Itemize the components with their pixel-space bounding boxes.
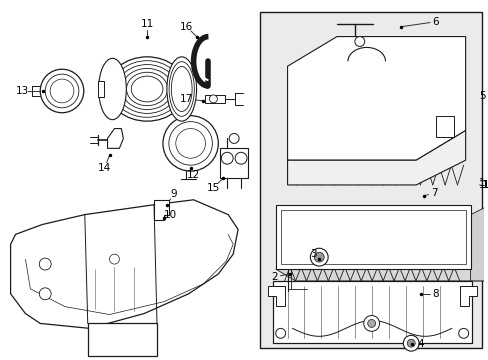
Polygon shape bbox=[220, 148, 247, 178]
Circle shape bbox=[109, 254, 119, 264]
Circle shape bbox=[407, 339, 414, 347]
Bar bbox=[275, 205, 469, 269]
Polygon shape bbox=[287, 131, 465, 185]
Polygon shape bbox=[11, 200, 238, 328]
Text: 17: 17 bbox=[180, 94, 193, 104]
Circle shape bbox=[363, 315, 379, 331]
Text: 8: 8 bbox=[432, 289, 438, 299]
Polygon shape bbox=[469, 205, 488, 281]
Text: 1: 1 bbox=[479, 180, 487, 190]
Text: 1: 1 bbox=[482, 180, 488, 190]
Text: 7: 7 bbox=[430, 188, 436, 198]
Circle shape bbox=[39, 288, 51, 300]
Bar bbox=[280, 210, 465, 264]
Circle shape bbox=[354, 37, 364, 46]
Text: 14: 14 bbox=[98, 163, 111, 173]
Circle shape bbox=[229, 134, 239, 143]
Circle shape bbox=[209, 95, 217, 103]
Text: 10: 10 bbox=[164, 210, 177, 220]
Bar bbox=[435, 116, 453, 138]
Circle shape bbox=[40, 69, 83, 113]
Polygon shape bbox=[205, 95, 225, 103]
Text: 2: 2 bbox=[271, 272, 278, 282]
Text: 5: 5 bbox=[478, 91, 485, 101]
Text: 1: 1 bbox=[478, 178, 485, 188]
Polygon shape bbox=[275, 269, 488, 281]
Polygon shape bbox=[267, 286, 284, 306]
Circle shape bbox=[314, 252, 324, 262]
Circle shape bbox=[39, 258, 51, 270]
Polygon shape bbox=[98, 81, 103, 97]
Text: 16: 16 bbox=[180, 22, 193, 32]
Text: 11: 11 bbox=[140, 19, 153, 29]
Circle shape bbox=[163, 116, 218, 171]
Text: 3: 3 bbox=[309, 249, 316, 259]
Circle shape bbox=[458, 328, 468, 338]
Text: 4: 4 bbox=[417, 339, 424, 349]
Bar bbox=[87, 323, 157, 356]
Circle shape bbox=[235, 152, 246, 164]
Circle shape bbox=[367, 319, 375, 327]
Text: 9: 9 bbox=[170, 189, 177, 199]
Ellipse shape bbox=[99, 58, 126, 120]
Circle shape bbox=[403, 335, 418, 351]
Text: 6: 6 bbox=[432, 17, 438, 27]
Text: 12: 12 bbox=[186, 170, 200, 180]
Text: 1: 1 bbox=[478, 180, 485, 190]
Ellipse shape bbox=[166, 57, 196, 121]
Polygon shape bbox=[459, 286, 475, 306]
Circle shape bbox=[310, 248, 327, 266]
Circle shape bbox=[275, 328, 285, 338]
Polygon shape bbox=[287, 37, 465, 160]
Bar bbox=[259, 12, 482, 348]
Circle shape bbox=[221, 152, 233, 164]
Polygon shape bbox=[107, 129, 123, 148]
Text: 13: 13 bbox=[16, 86, 29, 96]
Polygon shape bbox=[154, 200, 168, 220]
Bar bbox=[272, 281, 470, 343]
Text: 15: 15 bbox=[206, 183, 220, 193]
Polygon shape bbox=[272, 281, 470, 343]
